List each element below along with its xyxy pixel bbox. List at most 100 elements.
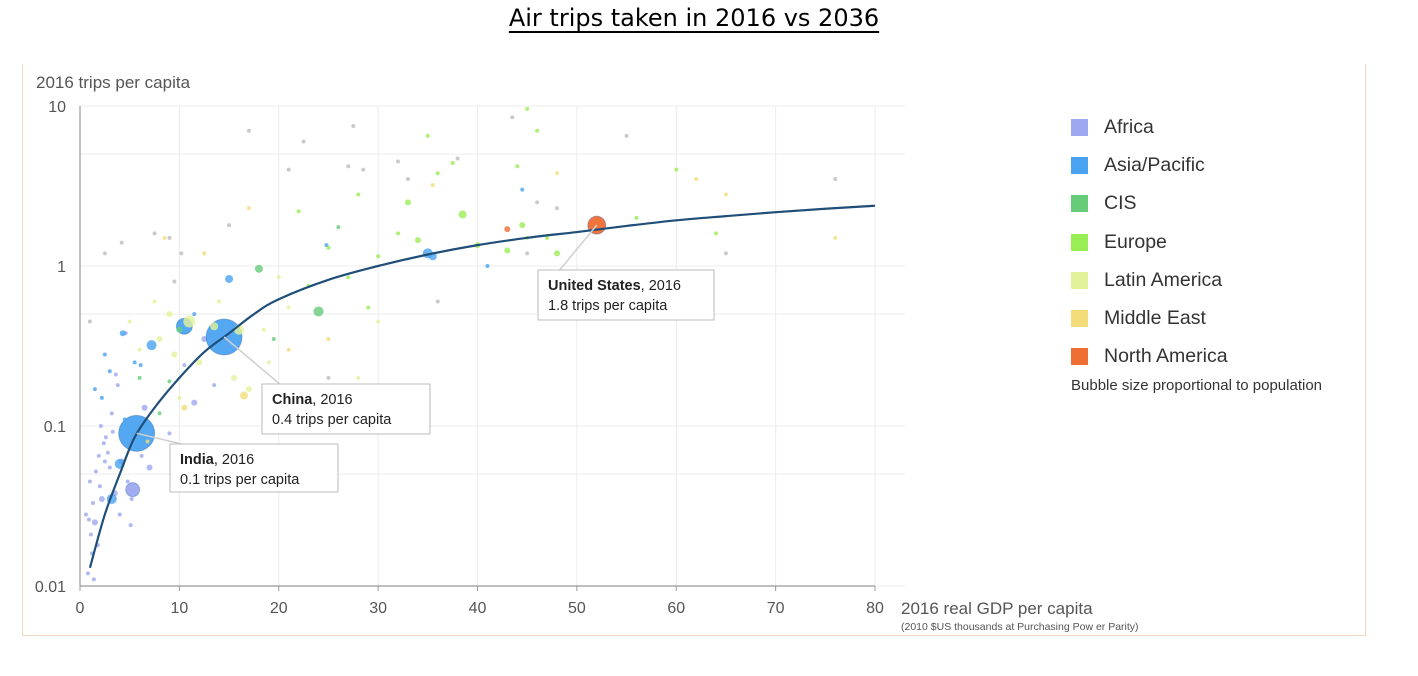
bubble-latin-america — [177, 395, 182, 400]
bubble-africa — [97, 484, 102, 489]
bubble-latin-america — [156, 335, 163, 342]
chart-frame — [22, 64, 1366, 636]
bubble-africa — [182, 363, 187, 368]
bubble-asia-pacific — [225, 274, 234, 283]
legend-item-africa: Africa — [1071, 108, 1228, 146]
bubble-other — [535, 200, 540, 205]
bubble-europe — [425, 133, 430, 138]
bubble-other — [152, 231, 157, 236]
bubble-other — [246, 128, 251, 133]
legend-label: Asia/Pacific — [1104, 153, 1205, 176]
bubble-europe — [504, 247, 511, 254]
legend-label: Latin America — [1104, 268, 1223, 291]
bubble-other — [286, 167, 291, 172]
bubble-other — [102, 251, 107, 256]
bubble-africa — [90, 501, 95, 506]
bubble-africa — [103, 435, 108, 440]
callout-value: 0.1 trips per capita — [180, 472, 300, 488]
bubble-other — [555, 206, 559, 211]
bubble-middle-east — [286, 347, 291, 352]
page-title: Air trips taken in 2016 vs 2036 — [508, 4, 880, 32]
bubble-africa — [117, 512, 122, 517]
callout-india: India, 2016 0.1 trips per capita — [169, 443, 339, 493]
bubble-north-america — [504, 226, 511, 233]
bubble-asia-pacific — [107, 369, 112, 374]
y-tick-label: 0.1 — [44, 419, 66, 436]
bubble-europe — [296, 209, 301, 214]
bubble-africa — [93, 469, 98, 474]
legend-swatch — [1071, 271, 1088, 289]
legend-swatch — [1071, 348, 1088, 366]
bubble-africa — [113, 372, 118, 377]
bubble-other — [525, 251, 530, 256]
legend-swatch — [1071, 310, 1088, 328]
bubble-other — [435, 299, 440, 304]
legend-note: Bubble size proportional to population — [1071, 377, 1323, 394]
bubble-cis — [137, 375, 142, 380]
bubble-europe — [450, 161, 455, 166]
bubble-latin-america — [196, 359, 203, 366]
bubble-middle-east — [430, 183, 435, 188]
bubble-europe — [714, 231, 718, 236]
bubble-other — [119, 240, 124, 245]
bubble-asia-pacific — [192, 312, 197, 317]
bubble-middle-east — [555, 171, 559, 176]
bubble-europe — [554, 250, 560, 257]
bubble-other — [455, 156, 460, 161]
bubble-europe — [515, 164, 520, 169]
bubble-other — [179, 251, 184, 256]
bubble-europe — [326, 245, 331, 250]
callout-country: United States — [548, 278, 641, 294]
bubble-other — [346, 164, 351, 169]
bubble-asia-pacific — [146, 340, 157, 351]
bubble-africa — [115, 383, 120, 388]
bubble-africa — [91, 519, 98, 526]
bubble-africa — [110, 429, 115, 434]
bubble-europe — [435, 171, 440, 176]
callout-year: , 2016 — [312, 392, 352, 408]
bubble-africa — [91, 577, 96, 582]
callout-title: India, 2016 — [180, 452, 254, 468]
x-axis-sublabel: (2010 $US thousands at Purchasing Pow er… — [901, 621, 1139, 633]
bubble-europe — [634, 215, 639, 220]
bubble-europe — [404, 199, 411, 206]
bubble-europe — [545, 235, 550, 240]
bubble-asia-pacific — [132, 360, 137, 365]
bubble-asia-pacific — [138, 363, 143, 368]
bubble-other — [326, 375, 331, 380]
bubble-latin-america — [276, 275, 281, 280]
callout-title: China, 2016 — [272, 392, 353, 408]
bubble-latin-america — [261, 327, 266, 332]
bubble-europe — [519, 222, 526, 229]
bubble-africa — [128, 523, 133, 528]
bubble-asia-pacific — [119, 330, 126, 337]
legend-label: Africa — [1104, 115, 1154, 138]
bubble-africa — [109, 411, 114, 416]
bubble-cis — [254, 264, 263, 273]
bubble-cis — [176, 326, 183, 333]
bubble-africa — [96, 453, 101, 458]
bubble-latin-america — [356, 375, 361, 380]
bubble-asia-pacific — [92, 387, 97, 392]
grid — [79, 105, 905, 587]
bubble-africa — [125, 482, 141, 498]
bubble-europe — [458, 210, 467, 219]
bubble-other — [351, 123, 356, 128]
bubble-latin-america — [183, 315, 196, 328]
bubble-africa — [101, 441, 106, 446]
bubble-africa — [85, 571, 90, 576]
axes: 0 10 20 30 40 50 60 70 80 0.01 0.1 1 10 — [35, 99, 884, 617]
y-tick-label: 1 — [57, 259, 66, 276]
legend-item-latin-america: Latin America — [1071, 261, 1228, 299]
bubble-europe — [525, 106, 530, 111]
bubble-africa — [129, 496, 134, 501]
callout-value: 1.8 trips per capita — [548, 298, 668, 314]
callout-box — [169, 443, 339, 493]
bubble-middle-east — [162, 235, 167, 240]
bubble-africa — [212, 383, 217, 388]
bubble-africa — [87, 479, 92, 484]
bubble-latin-america — [266, 360, 271, 365]
bubble-middle-east — [181, 404, 188, 411]
callout-box — [261, 383, 431, 435]
